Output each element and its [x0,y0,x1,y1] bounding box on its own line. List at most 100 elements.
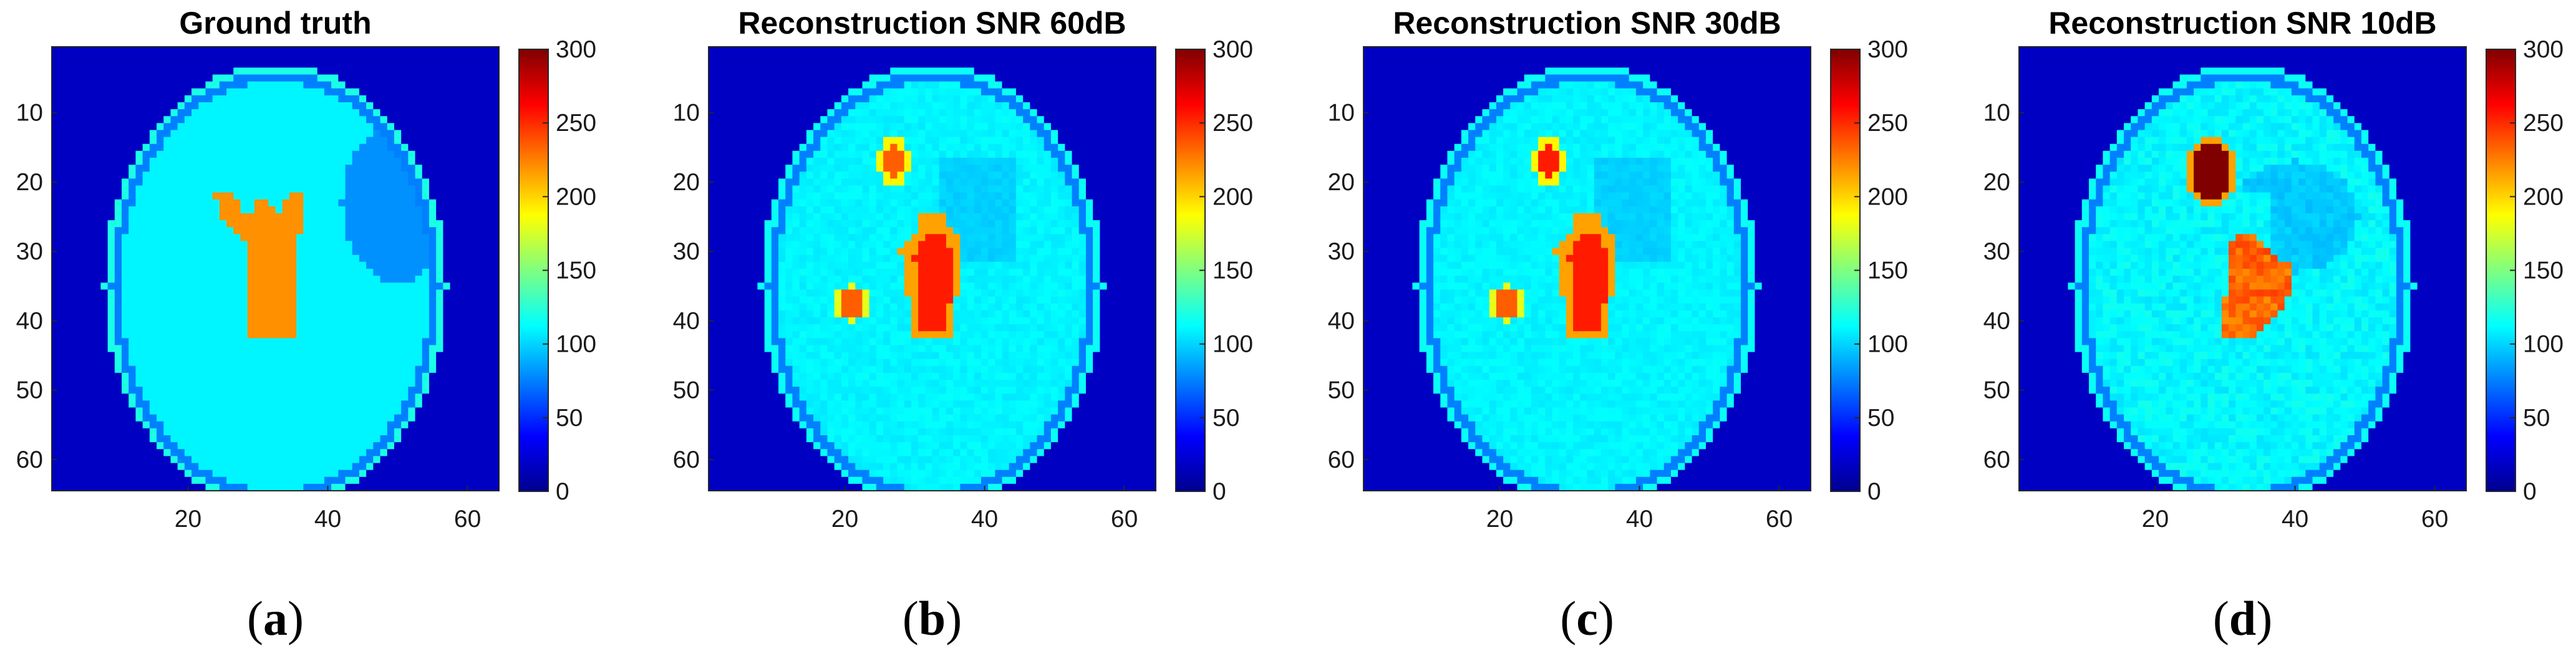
heatmap-cell [981,47,989,54]
heatmap-cell [52,206,59,214]
heatmap-cell [345,269,353,276]
heatmap-cell [72,310,80,318]
heatmap-cell [443,227,451,234]
heatmap-cell [87,387,94,394]
heatmap-cell [394,483,402,491]
heatmap-cell [135,206,143,214]
heatmap-cell [163,421,172,429]
heatmap-cell [65,254,74,263]
heatmap-cell [128,60,137,68]
heatmap-cell [114,47,122,54]
heatmap-cell [65,463,74,471]
heatmap-cell [450,310,458,318]
heatmap-cell [157,372,164,380]
heatmap-cell [65,269,74,276]
heatmap-cell [317,81,325,89]
heatmap-cell [373,254,381,263]
heatmap-cell [65,476,74,485]
heatmap-cell [289,254,297,263]
heatmap-cell [471,130,478,138]
heatmap-cell [107,463,115,471]
heatmap-cell [94,372,102,380]
heatmap-cell [792,123,800,131]
heatmap-cell [170,88,178,96]
heatmap-cell [834,137,842,145]
heatmap-cell [331,352,339,360]
heatmap-cell [331,213,339,221]
heatmap-cell [373,220,381,228]
heatmap-cell [359,400,367,408]
heatmap-cell [268,463,276,471]
heatmap-cell [72,365,80,374]
heatmap-cell [157,400,164,408]
heatmap-cell [198,254,206,263]
heatmap-cell [198,165,206,172]
heatmap-cell [764,54,772,61]
heatmap-cell [415,407,423,415]
heatmap-cell [114,130,122,138]
heatmap-cell [373,130,381,138]
heatmap-cell [422,60,430,68]
heatmap-cell [87,165,94,172]
heatmap-cell [157,269,164,276]
heatmap-cell [317,130,325,138]
heatmap-cell [107,435,115,443]
heatmap-cell [450,261,458,269]
heatmap-cell [219,476,227,485]
heatmap-cell [324,171,332,179]
heatmap-cell [394,393,402,401]
heatmap-cell [261,269,269,276]
heatmap-cell [820,74,828,82]
heatmap-cell [275,289,283,297]
heatmap-cell [107,331,115,339]
heatmap-cell [100,158,109,165]
heatmap-cell [1120,123,1128,131]
heatmap-cell [52,137,59,145]
heatmap-cell [380,220,388,228]
heatmap-cell [463,261,472,269]
heatmap-cell [862,116,870,123]
heatmap-cell [1023,60,1030,68]
heatmap-cell [100,310,109,318]
heatmap-cell [463,109,472,117]
heatmap-cell [743,123,751,131]
heatmap-cell [247,387,255,394]
heatmap-cell [268,123,276,131]
heatmap-cell [191,456,199,464]
heatmap-cell [408,414,416,422]
heatmap-cell [72,380,80,387]
heatmap-cell [177,248,185,256]
heatmap-cell [296,95,304,103]
heatmap-cell [317,483,325,491]
heatmap-cell [485,338,493,345]
heatmap-cell [408,116,416,123]
heatmap-cell [107,372,115,380]
heatmap-cell [65,338,74,345]
heatmap-cell [785,123,793,131]
heatmap-cell [212,241,220,249]
heatmap-cell [268,143,276,152]
heatmap-cell [296,276,304,283]
heatmap-cell [715,95,723,103]
heatmap-cell [387,324,395,332]
heatmap-cell [443,407,451,415]
heatmap-cell [904,130,912,138]
heatmap-cell [429,192,437,200]
heatmap-cell [1015,47,1024,54]
heatmap-cell [177,74,185,82]
heatmap-cell [491,137,500,145]
heatmap-cell [79,81,87,89]
heatmap-cell [380,130,388,138]
heatmap-cell [463,192,472,200]
heatmap-cell [79,407,87,415]
heatmap-cell [52,88,59,96]
heatmap-cell [415,81,423,89]
heatmap-cell [436,248,443,256]
heatmap-cell [366,456,374,464]
heatmap-cell [338,185,346,193]
heatmap-cell [918,88,926,96]
heatmap-cell [94,220,102,228]
heatmap-cell [995,54,1003,61]
heatmap-cell [177,428,185,436]
heatmap-cell [87,331,94,339]
